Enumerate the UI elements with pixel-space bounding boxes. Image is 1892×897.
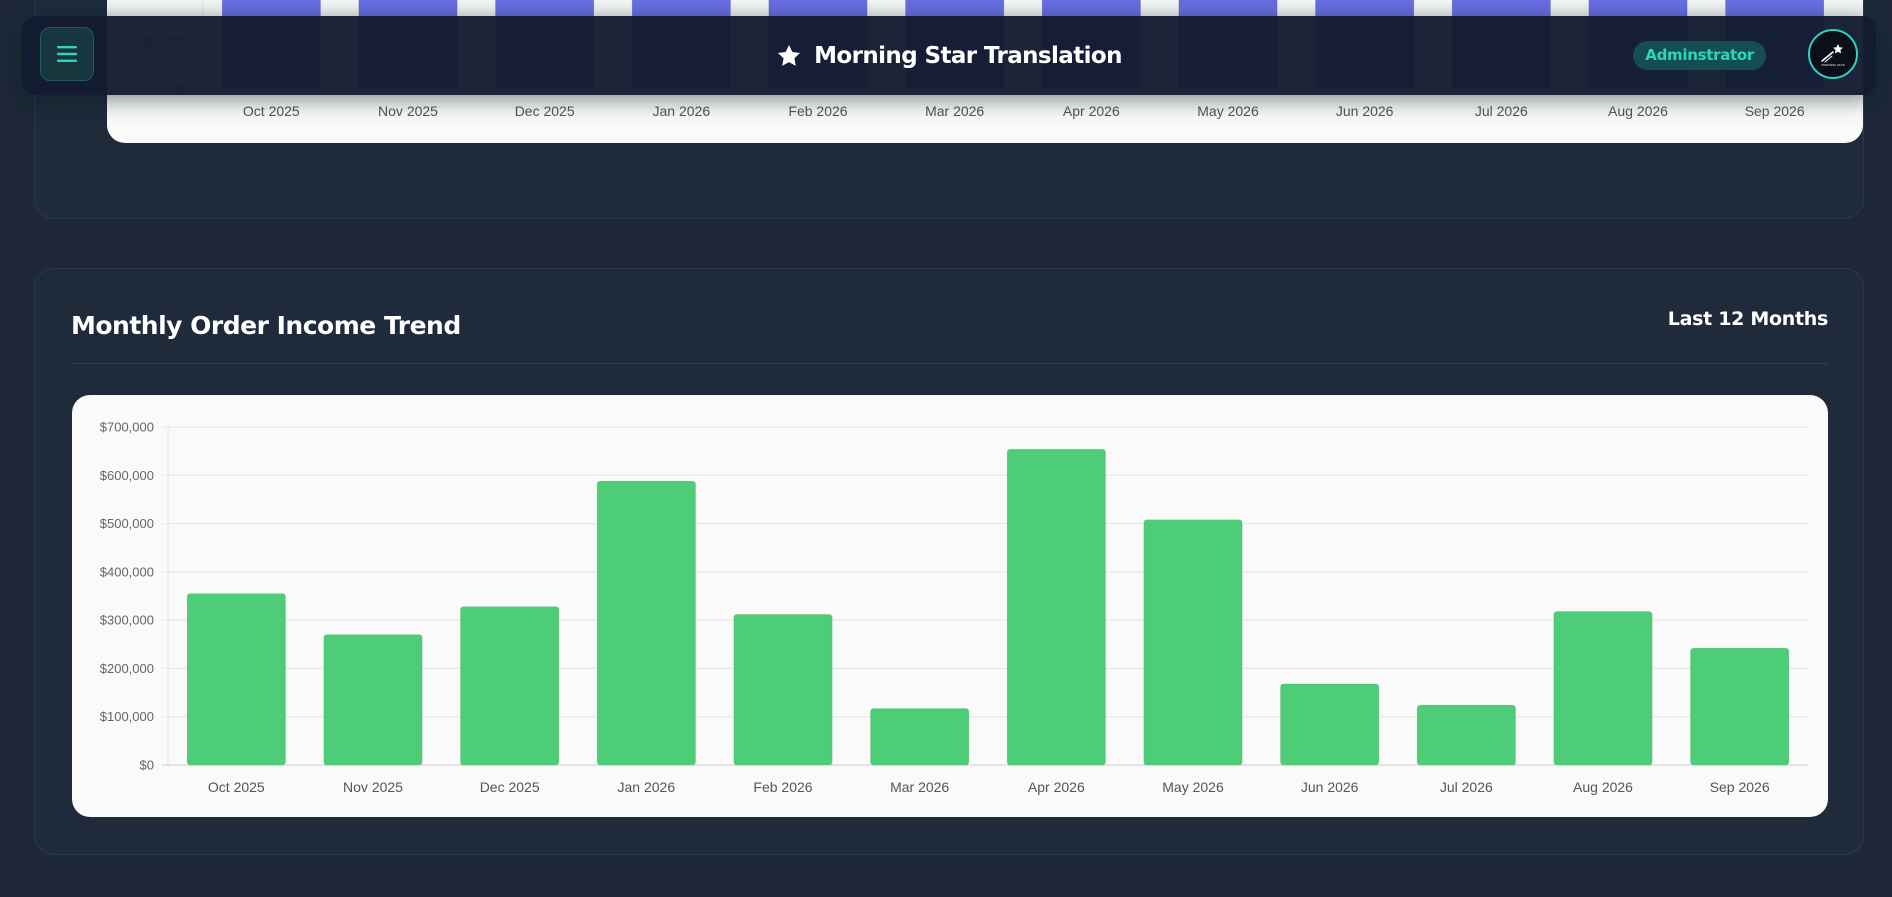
bar — [459, 606, 560, 766]
brand-title: Morning Star Translation — [814, 42, 1122, 69]
avatar[interactable]: MORNING STAR — [1808, 29, 1858, 79]
x-tick-label: Feb 2026 — [788, 103, 847, 119]
x-tick-label: Apr 2026 — [1063, 103, 1120, 119]
y-tick-label: $200,000 — [100, 661, 154, 676]
income-bar-chart: $0 $100,000 $200,000 $300,000 $400,000 $500,0… — [100, 420, 1808, 795]
x-tick-label: Aug 2026 — [1573, 779, 1633, 795]
y-tick-label: $600,000 — [100, 468, 154, 483]
bar — [323, 634, 423, 766]
top-header-bar: Morning Star Translation Adminstrator MO… — [22, 16, 1876, 95]
x-tick-label: Oct 2025 — [243, 103, 300, 119]
shooting-star-logo — [1821, 44, 1843, 63]
y-tick-label: $100,000 — [100, 709, 154, 724]
x-tick-label: May 2026 — [1197, 103, 1259, 119]
bar — [1143, 519, 1243, 766]
x-tick-label: Jun 2026 — [1301, 779, 1359, 795]
role-badge[interactable]: Adminstrator — [1633, 41, 1766, 70]
bar — [869, 708, 970, 766]
y-tick-label: $300,000 — [100, 613, 154, 628]
bar — [1279, 683, 1380, 766]
x-tick-label: Jan 2026 — [653, 103, 711, 119]
x-tick-label: Apr 2026 — [1028, 779, 1085, 795]
x-tick-label: Mar 2026 — [925, 103, 984, 119]
star-icon — [778, 44, 801, 66]
x-tick-label: Sep 2026 — [1710, 779, 1770, 795]
x-tick-label: Feb 2026 — [753, 779, 812, 795]
x-tick-label: May 2026 — [1162, 779, 1224, 795]
x-tick-label: Mar 2026 — [890, 779, 949, 795]
chart-title: Monthly Order Income Trend — [71, 311, 461, 340]
menu-toggle-button[interactable] — [40, 27, 94, 81]
x-tick-label: Jan 2026 — [618, 779, 676, 795]
income-chart-panel: $0 $100,000 $200,000 $300,000 $400,000 $500,0… — [72, 395, 1828, 817]
bar — [1416, 704, 1517, 766]
bar — [1553, 610, 1653, 766]
avatar-text: MORNING STAR — [1821, 63, 1845, 67]
title-divider — [71, 363, 1828, 364]
bar — [1689, 647, 1790, 766]
hamburger-menu-icon — [57, 46, 77, 62]
x-tick-label: Jun 2026 — [1336, 103, 1394, 119]
bar — [186, 593, 287, 766]
y-tick-label: $700,000 — [100, 420, 154, 435]
x-tick-label: Dec 2025 — [515, 103, 575, 119]
y-tick-label: $500,000 — [100, 516, 154, 531]
bar — [596, 480, 697, 766]
x-tick-label: Oct 2025 — [208, 779, 265, 795]
y-tick-label: $400,000 — [100, 564, 154, 579]
bar — [733, 613, 833, 766]
x-tick-label: Nov 2025 — [378, 103, 438, 119]
period-label: Last 12 Months — [1667, 308, 1829, 330]
y-tick-label: $0 — [140, 758, 154, 773]
x-tick-label: Aug 2026 — [1608, 103, 1668, 119]
y-tick-label: $100,000 — [135, 0, 189, 1]
x-tick-label: Dec 2025 — [480, 779, 540, 795]
x-tick-label: Sep 2026 — [1745, 103, 1805, 119]
x-tick-label: Jul 2026 — [1475, 103, 1528, 119]
brand: Morning Star Translation — [22, 16, 1876, 95]
bar — [1006, 448, 1107, 766]
x-tick-label: Jul 2026 — [1440, 779, 1493, 795]
x-tick-label: Nov 2025 — [343, 779, 403, 795]
